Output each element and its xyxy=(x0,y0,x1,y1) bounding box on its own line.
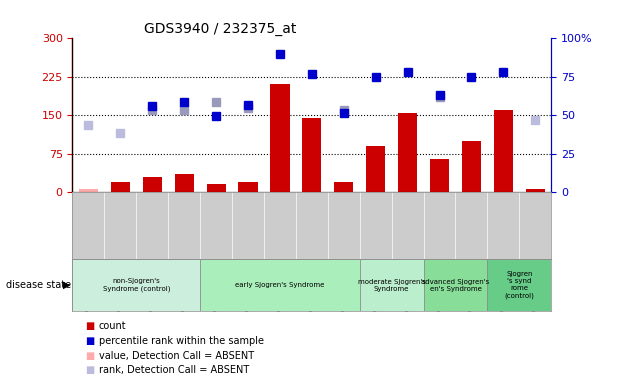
Bar xyxy=(111,182,130,192)
Text: ■: ■ xyxy=(85,351,94,361)
Bar xyxy=(423,259,488,311)
Text: moderate Sjogren's
Syndrome: moderate Sjogren's Syndrome xyxy=(358,279,426,291)
Text: ■: ■ xyxy=(85,321,94,331)
Bar xyxy=(270,84,290,192)
Bar xyxy=(175,174,194,192)
Bar xyxy=(207,184,226,192)
Text: ■: ■ xyxy=(85,336,94,346)
Text: GDS3940 / 232375_at: GDS3940 / 232375_at xyxy=(144,22,297,36)
Text: value, Detection Call = ABSENT: value, Detection Call = ABSENT xyxy=(99,351,254,361)
Text: count: count xyxy=(99,321,127,331)
Text: advanced Sjogren's
en's Syndrome: advanced Sjogren's en's Syndrome xyxy=(421,279,490,291)
Bar xyxy=(430,159,449,192)
Bar xyxy=(334,182,353,192)
Text: ▶: ▶ xyxy=(63,280,71,290)
Text: percentile rank within the sample: percentile rank within the sample xyxy=(99,336,264,346)
Text: early Sjogren's Syndrome: early Sjogren's Syndrome xyxy=(235,282,324,288)
Bar xyxy=(366,146,386,192)
Bar xyxy=(488,259,551,311)
Text: disease state: disease state xyxy=(6,280,71,290)
Bar xyxy=(79,189,98,192)
Text: rank, Detection Call = ABSENT: rank, Detection Call = ABSENT xyxy=(99,365,249,375)
Text: non-Sjogren's
Syndrome (control): non-Sjogren's Syndrome (control) xyxy=(103,278,170,292)
Bar xyxy=(360,259,423,311)
Bar xyxy=(238,182,258,192)
Bar xyxy=(72,259,200,311)
Bar xyxy=(302,118,321,192)
Bar xyxy=(142,177,162,192)
Bar xyxy=(494,110,513,192)
Text: Sjogren
's synd
rome
(control): Sjogren 's synd rome (control) xyxy=(505,271,534,299)
Bar xyxy=(462,141,481,192)
Bar xyxy=(398,113,417,192)
Text: ■: ■ xyxy=(85,365,94,375)
Bar xyxy=(200,259,360,311)
Bar xyxy=(525,189,545,192)
